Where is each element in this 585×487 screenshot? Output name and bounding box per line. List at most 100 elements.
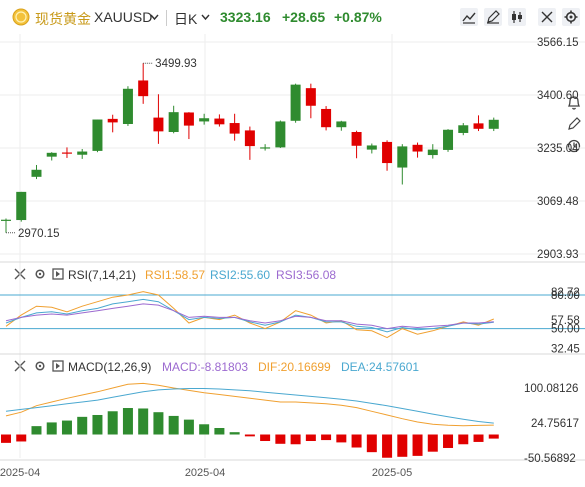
clock-icon[interactable] — [567, 139, 581, 153]
pencil-icon[interactable] — [567, 117, 581, 131]
macd-tick-label: -50.56892 — [524, 453, 576, 465]
macd-histogram-bar — [183, 419, 194, 435]
candle-style-icon — [512, 11, 522, 23]
dea-value: DEA:24.57601 — [341, 360, 420, 374]
macd-histogram-bar — [305, 434, 316, 442]
rsi-tick-label: 50.00 — [551, 324, 580, 336]
candle-down — [229, 123, 240, 134]
gold-coin-icon — [12, 8, 30, 26]
macd-panel: 100.08126 24.75617 -50.56892 — [1, 382, 579, 465]
macd-dif-line — [5, 382, 494, 427]
candle-up — [77, 151, 88, 155]
toggle-icon[interactable] — [52, 268, 64, 280]
gear-icon[interactable] — [34, 360, 46, 372]
expand-icon — [541, 11, 553, 23]
rsi-tick-label: 57.58 — [551, 315, 580, 327]
period-selector[interactable]: 日K — [174, 11, 198, 27]
candle-up — [16, 191, 27, 221]
macd-histogram-bar — [412, 434, 423, 456]
macd-histogram-bar — [366, 434, 377, 453]
expand-button[interactable] — [538, 8, 556, 26]
bell-icon[interactable] — [567, 95, 581, 111]
line-tool-icon — [462, 12, 476, 24]
candle-up — [1, 219, 11, 221]
macd-histogram-bar — [244, 434, 255, 437]
macd-histogram-bar — [488, 434, 499, 439]
chevron-down-icon[interactable] — [150, 13, 159, 21]
candle-up — [366, 145, 377, 150]
candle-up — [122, 88, 133, 125]
candle-down — [412, 144, 423, 152]
candle-up — [458, 125, 469, 133]
candle-style-button[interactable] — [508, 8, 526, 26]
macd-histogram-bar — [16, 434, 27, 442]
macd-histogram-bar — [214, 427, 225, 435]
macd-histogram-bar — [31, 426, 42, 435]
macd-histogram-bar — [122, 408, 133, 435]
instrument-symbol[interactable]: XAUUSD — [94, 9, 153, 25]
macd-tick-label: 24.75617 — [531, 418, 579, 430]
macd-histogram-bar — [107, 411, 118, 435]
candle-down — [107, 118, 118, 123]
macd-histogram-bar — [77, 416, 88, 435]
candle-down — [244, 130, 255, 147]
candle-down — [321, 108, 332, 128]
price-tick-label: 3069.48 — [537, 196, 579, 208]
line-tool-button[interactable] — [460, 8, 478, 26]
macd-histogram-bar — [290, 434, 301, 445]
candle-down — [153, 117, 164, 132]
candle-down — [214, 118, 225, 125]
pencil-icon — [487, 10, 500, 24]
price-tick-label: 3235.04 — [537, 143, 579, 155]
chevron-down-icon[interactable] — [201, 13, 210, 21]
toggle-icon[interactable] — [52, 360, 64, 372]
price-axis: 3566.15 3400.60 3235.04 3069.48 2903.93 — [537, 37, 579, 261]
candle-up — [168, 112, 179, 133]
high-price-label: 3499.93 — [155, 58, 197, 70]
time-axis: 2025-04 2025-04 2025-05 — [0, 467, 412, 479]
header-divider — [166, 10, 167, 26]
price-change: +28.65 — [282, 9, 326, 25]
rsi-line — [5, 303, 494, 330]
candle-down — [61, 152, 72, 154]
macd-histogram-bar — [260, 434, 271, 442]
macd-histogram-bar — [153, 412, 164, 435]
settings-button[interactable] — [562, 8, 580, 26]
rsi-label: RSI(7,14,21) — [68, 268, 137, 282]
candle-up — [199, 118, 210, 122]
price-change-percent: +0.87% — [334, 9, 382, 25]
macd-histogram-bar — [336, 434, 347, 443]
time-axis-label: 2025-05 — [372, 467, 412, 479]
macd-histogram-bar — [321, 434, 332, 441]
candle-down — [473, 123, 484, 129]
macd-histogram-bar — [199, 424, 210, 435]
rsi3-value: RSI3:56.08 — [276, 268, 337, 282]
annotations: 3499.93 2970.15 — [6, 58, 197, 240]
macd-histogram-bar — [473, 434, 484, 442]
price-tick-label: 3400.60 — [537, 90, 579, 102]
candle-up — [92, 119, 103, 151]
candle-down — [382, 141, 393, 164]
candle-down — [183, 112, 194, 126]
instrument-name[interactable]: 现货黄金 — [35, 11, 91, 27]
macd-histogram-bar — [397, 434, 408, 457]
macd-histogram-bar — [168, 415, 179, 435]
candle-up — [488, 119, 499, 129]
macd-label: MACD(12,26,9) — [68, 360, 152, 374]
candle-down — [305, 88, 316, 106]
rsi-tick-label: 80.00 — [551, 290, 580, 302]
candle-up — [290, 84, 301, 121]
candle-up — [260, 147, 271, 149]
gear-icon[interactable] — [34, 268, 46, 280]
draw-tool-button[interactable] — [484, 8, 502, 26]
rsi1-value: RSI1:58.57 — [145, 268, 206, 282]
macd-histogram-bar — [229, 432, 240, 435]
macd-histogram-bar — [458, 434, 469, 445]
time-axis-label: 2025-04 — [0, 467, 40, 479]
time-axis-label: 2025-04 — [185, 467, 225, 479]
rsi-line — [5, 298, 494, 333]
macd-histogram-bar — [46, 422, 57, 435]
right-sidebar — [565, 95, 585, 157]
